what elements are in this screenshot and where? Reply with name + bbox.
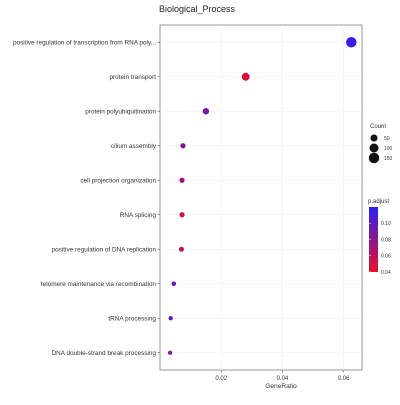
data-point	[171, 281, 177, 287]
x-axis-label: GeneRatio	[265, 383, 297, 390]
count-legend-dot	[370, 134, 378, 142]
x-axis: 0.02 0.04 0.06	[215, 370, 350, 382]
p-adjust-colorbar	[369, 207, 378, 272]
data-point	[180, 143, 186, 149]
y-tick-label: telomere maintenance via recombination	[41, 281, 157, 288]
data-point	[178, 246, 184, 252]
count-legend: Count 50 100 150	[368, 124, 393, 164]
data-point	[241, 72, 250, 81]
p-adjust-tick-label: 0.10	[381, 221, 391, 227]
chart-title: Biological_Process	[159, 4, 236, 14]
y-tick-label: tRNA processing	[108, 315, 156, 322]
count-legend-label: 100	[384, 146, 393, 152]
x-tick-label: 0.06	[338, 376, 350, 382]
p-adjust-legend: p.adjust 0.10 0.08 0.06 0.04	[368, 199, 391, 276]
p-adjust-tick-label: 0.06	[381, 254, 391, 260]
data-point	[179, 212, 185, 218]
count-legend-label: 150	[384, 156, 393, 162]
p-adjust-legend-title: p.adjust	[368, 199, 389, 205]
data-point	[346, 37, 357, 48]
y-tick-label: protein transport	[109, 74, 156, 81]
plot-panel	[159, 24, 363, 371]
data-point	[168, 316, 173, 321]
y-tick-label: positive regulation of DNA replication	[52, 246, 157, 253]
y-tick-label: DNA double-strand break processing	[52, 350, 157, 357]
grid-lines	[160, 25, 362, 370]
p-adjust-tick-label: 0.04	[381, 270, 391, 276]
y-tick-label: protein polyubiquitination	[85, 108, 156, 115]
count-legend-dot	[368, 152, 380, 164]
y-tick-label: RNA splicing	[120, 212, 157, 219]
x-tick-label: 0.04	[277, 376, 289, 382]
x-tick-label: 0.02	[215, 376, 227, 382]
data-point	[202, 108, 210, 115]
data-points	[167, 37, 357, 355]
data-point	[167, 350, 173, 355]
y-tick-label: cilium assembly	[111, 143, 157, 150]
p-adjust-tick-label: 0.08	[381, 237, 391, 243]
data-point	[179, 177, 185, 183]
count-legend-label: 50	[384, 136, 390, 142]
y-tick-label: positive regulation of transcription fro…	[13, 39, 156, 46]
count-legend-title: Count	[370, 124, 386, 130]
y-axis: positive regulation of transcription fro…	[13, 39, 160, 357]
y-tick-label: cell projection organization	[80, 177, 156, 184]
count-legend-dot	[369, 143, 379, 153]
